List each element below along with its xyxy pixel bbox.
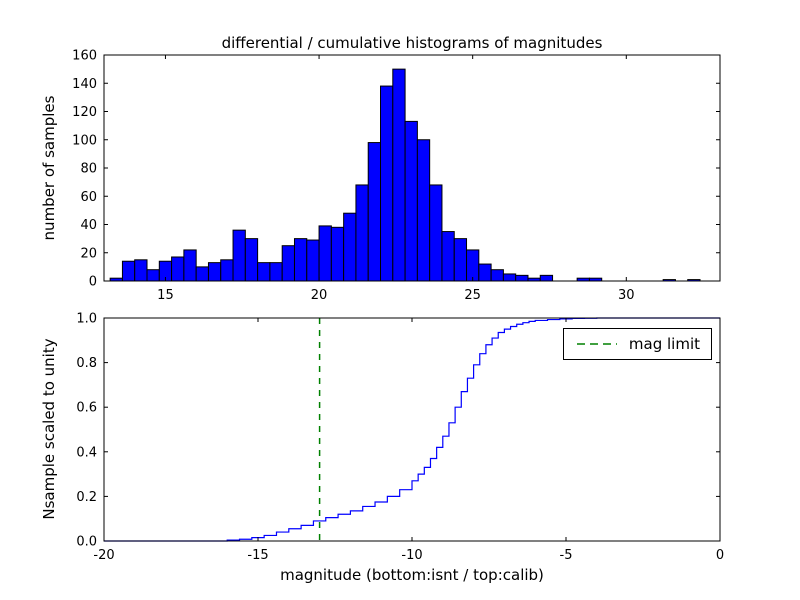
y-tick-label: 0.8 (76, 356, 97, 371)
legend-label: mag limit (628, 335, 700, 353)
chart-title: differential / cumulative histograms of … (221, 34, 603, 52)
histogram-bar (502, 273, 517, 282)
y-tick-label: 120 (72, 105, 97, 120)
histogram-bar (453, 238, 468, 282)
x-tick-label: 25 (464, 288, 481, 303)
x-tick-label: 15 (157, 288, 174, 303)
histogram-bar (281, 245, 295, 282)
histogram-bar (183, 249, 197, 282)
bottom-y-axis-label: Nsample scaled to unity (40, 338, 58, 520)
histogram-bar (380, 85, 394, 282)
y-tick-label: 160 (72, 49, 97, 64)
top-y-axis-label: number of samples (40, 95, 58, 241)
x-tick-label: -20 (93, 548, 114, 563)
histogram-bar (343, 212, 357, 282)
y-tick-label: 140 (72, 77, 97, 92)
histogram-bar (466, 249, 480, 282)
histogram-bar (146, 269, 160, 282)
y-tick-label: 20 (80, 246, 97, 261)
histogram-bar (195, 266, 209, 282)
histogram-bar (121, 260, 136, 282)
y-tick-label: 80 (80, 162, 97, 177)
y-tick-label: 0.4 (76, 445, 97, 460)
histogram-bar (207, 262, 222, 282)
top-axes: 15 20 25 30 0 20 40 60 80 100 120 140 160 (72, 49, 721, 303)
y-tick-label: 0.2 (76, 490, 97, 505)
y-tick-label: 1.0 (76, 312, 97, 327)
histogram-bar (429, 184, 443, 282)
x-tick-label: 20 (311, 288, 328, 303)
y-tick-label: 0.0 (76, 535, 97, 550)
bottom-axes: -20 -15 -10 -5 0 0.0 0.2 0.4 0.6 0.8 1.0 (76, 312, 724, 564)
histogram-bar (171, 256, 185, 282)
x-tick-label: -15 (247, 548, 268, 563)
y-tick-label: 60 (80, 190, 97, 205)
histogram-bar (367, 142, 382, 282)
y-tick-label: 0 (89, 275, 97, 290)
x-tick-label: -10 (401, 548, 422, 563)
legend-dashed-line-icon (576, 343, 617, 345)
x-tick-label: -5 (560, 548, 573, 563)
cumulative-curve (104, 317, 720, 542)
histogram-bar (355, 184, 369, 282)
histogram-bar (404, 120, 418, 282)
y-tick-label: 40 (80, 218, 97, 233)
histogram-bar (257, 262, 271, 282)
legend: mag limit (562, 328, 712, 360)
histogram-bar (134, 259, 148, 282)
y-tick-label: 100 (72, 133, 97, 148)
y-tick-label: 0.6 (76, 401, 97, 416)
histogram-bar (392, 68, 406, 282)
histogram-bar (244, 238, 259, 282)
histogram-bar (220, 259, 234, 282)
histogram-bar (515, 274, 529, 282)
bottom-x-axis-label: magnitude (bottom:isnt / top:calib) (280, 566, 544, 584)
histogram-bars (109, 68, 701, 282)
histogram-bar (269, 262, 283, 282)
histogram-bar (232, 229, 246, 282)
histogram-bar (318, 225, 332, 282)
x-tick-label: 0 (716, 548, 724, 563)
histogram-bar (330, 226, 345, 282)
histogram-bar (478, 263, 492, 282)
histogram-bar (490, 269, 504, 282)
x-tick-label: 30 (618, 288, 635, 303)
histogram-bar (539, 274, 554, 282)
histogram-bar (293, 238, 308, 282)
histogram-bar (441, 231, 455, 282)
histogram-bar (416, 139, 431, 282)
histogram-bar (306, 239, 320, 282)
